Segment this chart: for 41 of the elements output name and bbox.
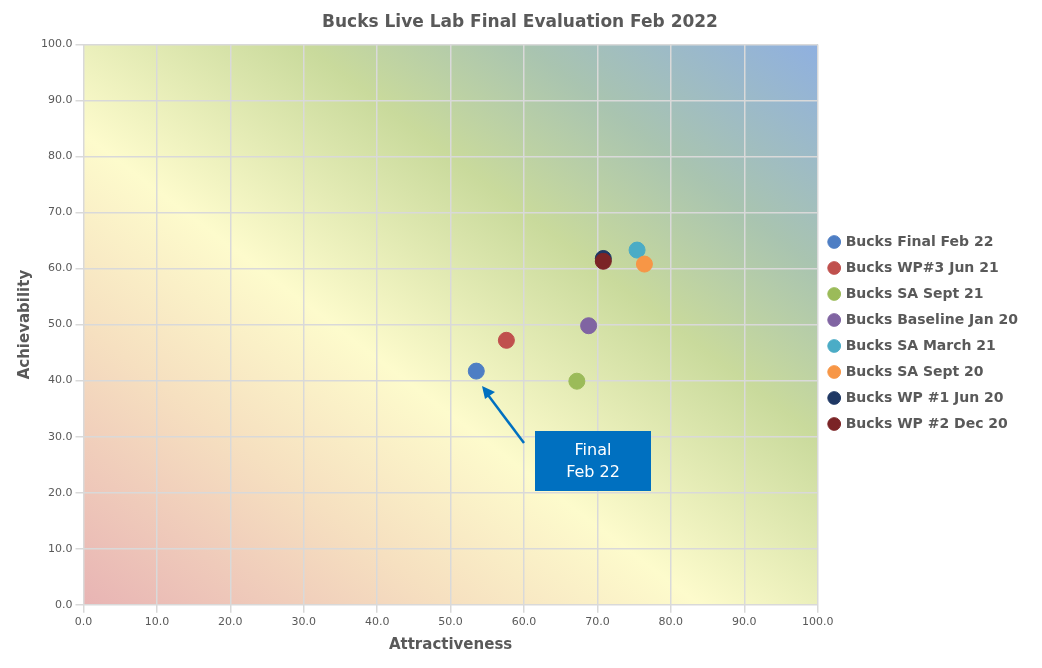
point: [580, 317, 598, 335]
y-tick-label: 90.0: [47, 93, 73, 107]
legend-label: Bucks WP #2 Dec 20: [845, 414, 1009, 431]
point: [628, 241, 646, 259]
x-tick-label: 0.0: [74, 615, 93, 629]
x-tick-label: 30.0: [291, 615, 316, 629]
legend-label: Bucks WP #1 Jun 20: [845, 388, 1004, 405]
legend-label: Bucks SA March 21: [845, 336, 996, 353]
y-tick-label: 20.0: [47, 485, 73, 499]
callout-box: Final Feb 22: [535, 431, 651, 492]
legend-label: Bucks Final Feb 22: [845, 232, 994, 249]
chart-title: Bucks Live Lab Final Evaluation Feb 2022: [322, 10, 718, 31]
y-tick-label: 30.0: [47, 429, 73, 443]
x-tick-label: 20.0: [218, 615, 243, 629]
x-tick-label: 70.0: [585, 615, 610, 629]
x-tick-label: 10.0: [144, 615, 170, 629]
point: [467, 362, 485, 380]
annotation: Final Feb 22: [566, 440, 620, 482]
x-tick-label: 50.0: [438, 615, 463, 629]
y-tick-label: 60.0: [47, 261, 73, 275]
point: [568, 372, 586, 390]
x-tick-label: 40.0: [364, 615, 390, 629]
y-tick-label: 40.0: [47, 373, 73, 387]
y-tick-label: 0.0: [54, 597, 73, 611]
y-tick-label: 80.0: [47, 149, 73, 163]
y-tick-label: 10.0: [47, 541, 73, 555]
point: [497, 331, 515, 349]
y-tick-label: 100.0: [40, 37, 73, 51]
x-tick-label: 80.0: [658, 615, 684, 629]
legend-label: Bucks SA Sept 20: [845, 362, 984, 379]
legend-label: Bucks Baseline Jan 20: [845, 310, 1019, 327]
y-axis-title: Achievability: [14, 269, 33, 380]
y-tick-label: 50.0: [47, 317, 73, 331]
x-tick-label: 90.0: [732, 615, 757, 629]
point: [635, 255, 653, 273]
x-tick-label: 60.0: [511, 615, 537, 629]
y-tick-label: 70.0: [47, 205, 73, 219]
x-tick-label: 100.0: [801, 615, 834, 629]
legend-label: Bucks WP#3 Jun 21: [845, 258, 999, 275]
x-axis-title: Attractiveness: [388, 634, 513, 653]
legend-label: Bucks SA Sept 21: [845, 284, 984, 301]
